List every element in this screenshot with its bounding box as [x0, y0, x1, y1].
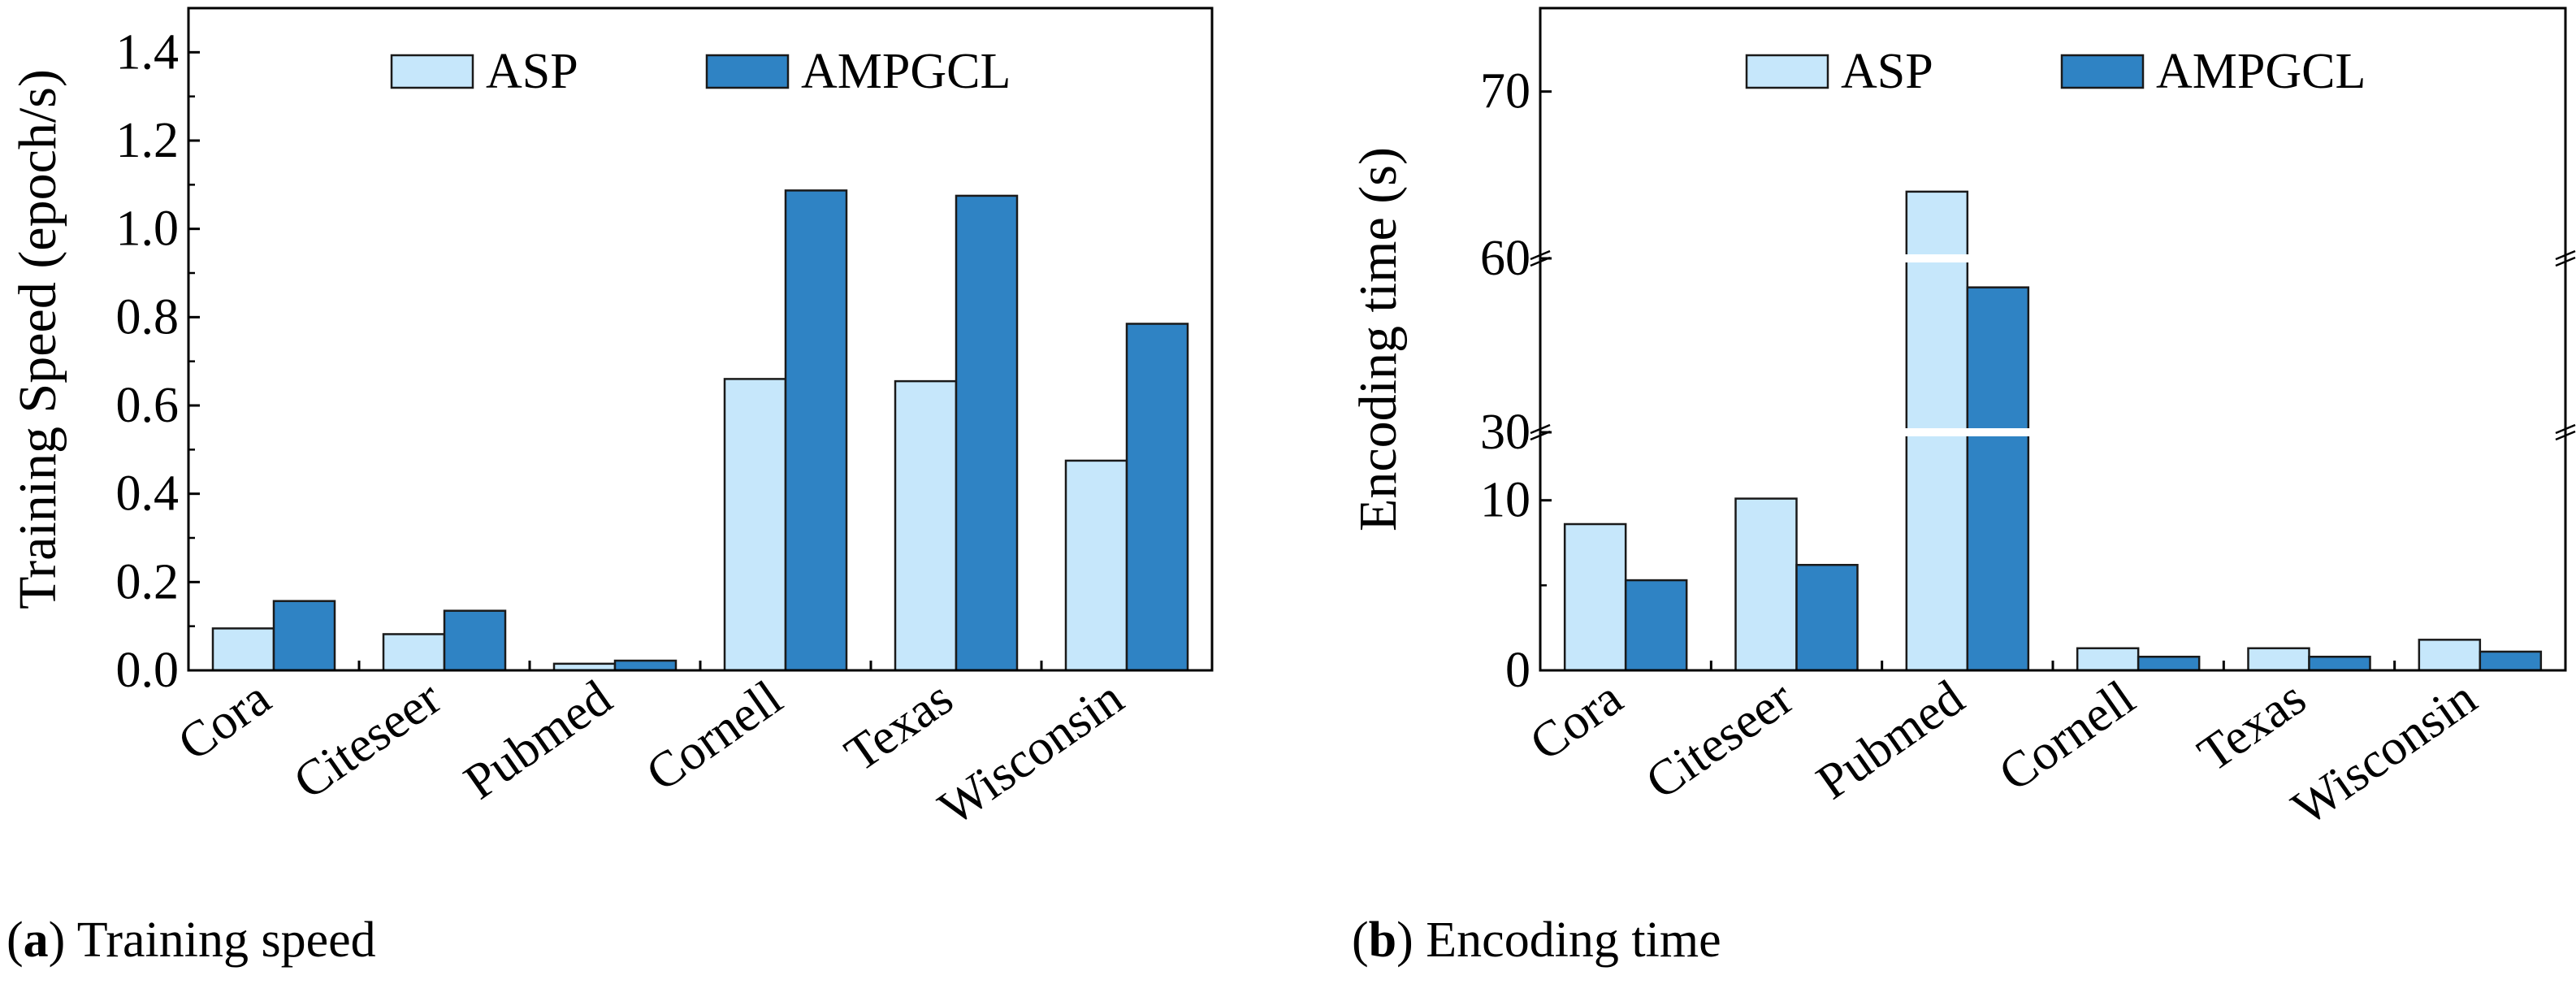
y-tick-label-3: 0.6	[116, 378, 180, 433]
x-tick-label-cornell: Cornell	[637, 670, 792, 802]
y-tick-label-2: 30	[1480, 405, 1530, 460]
legend: ASP AMPGCL	[1745, 44, 2366, 99]
bar-asp-wisconsin	[2418, 639, 2482, 672]
bar-asp-cora	[1563, 522, 1627, 672]
y-axis-label: Encoding time (s)	[1349, 147, 1408, 531]
legend-swatch-ampgcl	[705, 54, 790, 89]
x-tick-label-cora: Cora	[168, 670, 280, 772]
y-tick-label-3: 60	[1480, 231, 1530, 286]
legend-label-asp: ASP	[1841, 44, 1933, 99]
bar-asp-citeseer	[382, 633, 446, 672]
bar-ampgcl-texas	[2308, 656, 2371, 672]
axis-break-gap-0	[1541, 428, 2565, 436]
bar-ampgcl-cornell	[2137, 656, 2201, 672]
legend: ASP AMPGCL	[390, 44, 1011, 99]
x-tick-label-pubmed: Pubmed	[1807, 670, 1973, 810]
axis-break-gap-1	[1541, 254, 2565, 262]
legend-swatch-asp	[1745, 54, 1829, 89]
x-tick-label-texas: Texas	[2189, 670, 2316, 782]
plot-frame	[187, 7, 1214, 672]
bar-asp-cornell	[2076, 647, 2140, 672]
bar-ampgcl-pubmed	[1966, 286, 2030, 672]
x-tick-label-wisconsin: Wisconsin	[929, 670, 1133, 836]
y-tick-label-4: 0.8	[116, 289, 180, 345]
x-tick-label-wisconsin: Wisconsin	[2282, 670, 2486, 836]
bar-ampgcl-texas	[955, 194, 1019, 672]
bar-ampgcl-cora	[1624, 579, 1688, 672]
x-tick-label-citeseer: Citeseer	[1636, 670, 1803, 810]
bar-ampgcl-pubmed	[613, 659, 678, 672]
legend-label-ampgcl: AMPGCL	[2156, 44, 2366, 99]
y-tick-label-1: 10	[1480, 473, 1530, 528]
plot-frame	[1539, 7, 2567, 672]
bar-ampgcl-cornell	[784, 189, 848, 672]
bar-ampgcl-cora	[272, 600, 336, 672]
x-tick-label-cora: Cora	[1520, 670, 1632, 772]
y-tick-label-1: 0.2	[116, 554, 180, 609]
legend-swatch-ampgcl	[2060, 54, 2145, 89]
caption-a-label: a	[23, 912, 49, 968]
caption-a-text: Training speed	[76, 912, 376, 968]
caption-a: (a) Training speed	[6, 912, 376, 968]
y-tick-label-0: 0.0	[116, 643, 180, 698]
y-tick-label-6: 1.2	[116, 113, 180, 168]
bar-asp-cora	[211, 627, 275, 672]
y-tick-label-4: 70	[1480, 64, 1530, 119]
x-tick-label-pubmed: Pubmed	[455, 670, 621, 810]
x-tick-label-cornell: Cornell	[1989, 670, 2145, 802]
bar-asp-wisconsin	[1064, 459, 1128, 672]
legend-swatch-asp	[390, 54, 474, 89]
y-tick-label-5: 1.0	[116, 202, 180, 257]
caption-b: (b) Encoding time	[1352, 912, 1721, 968]
bar-ampgcl-wisconsin	[1125, 323, 1189, 672]
bar-ampgcl-citeseer	[1795, 563, 1859, 672]
x-tick-label-texas: Texas	[835, 670, 963, 782]
y-axis-label: Training Speed (epoch/s)	[8, 69, 67, 609]
legend-label-ampgcl: AMPGCL	[801, 44, 1011, 99]
bar-asp-citeseer	[1734, 497, 1798, 672]
y-tick-label-7: 1.4	[116, 24, 180, 80]
y-tick-label-2: 0.4	[116, 466, 180, 522]
caption-b-label: b	[1368, 912, 1397, 968]
bar-ampgcl-wisconsin	[2479, 650, 2543, 672]
bar-asp-texas	[894, 379, 958, 672]
x-tick-label-citeseer: Citeseer	[284, 670, 452, 810]
bar-asp-cornell	[723, 378, 787, 672]
legend-label-asp: ASP	[486, 44, 578, 99]
caption-b-text: Encoding time	[1426, 912, 1721, 968]
y-tick-label-0: 0	[1505, 643, 1530, 698]
bar-ampgcl-citeseer	[443, 609, 507, 672]
bar-asp-texas	[2247, 647, 2310, 672]
